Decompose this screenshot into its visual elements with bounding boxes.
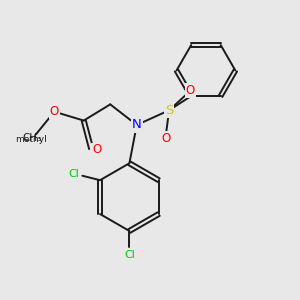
- Text: O: O: [92, 143, 102, 157]
- Text: methyl: methyl: [15, 135, 46, 144]
- Text: CH₃: CH₃: [22, 133, 42, 143]
- Text: Cl: Cl: [124, 250, 135, 260]
- Text: Cl: Cl: [68, 169, 79, 179]
- Text: O: O: [50, 105, 59, 118]
- Text: N: N: [132, 118, 142, 131]
- Text: S: S: [165, 104, 173, 117]
- Text: O: O: [162, 132, 171, 145]
- Text: O: O: [186, 84, 195, 97]
